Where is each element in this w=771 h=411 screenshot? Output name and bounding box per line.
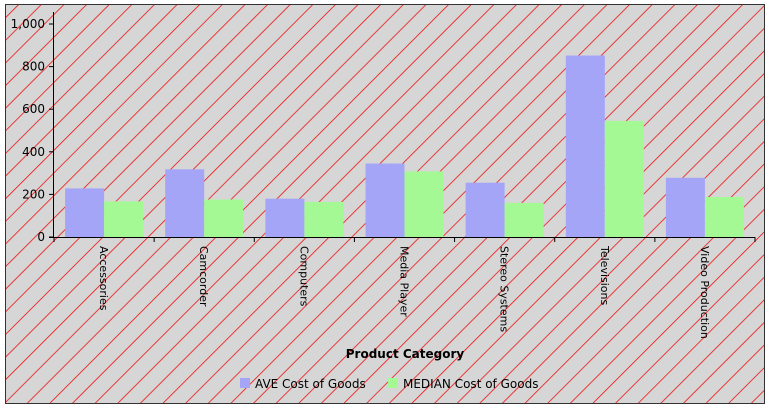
bar-ave-5 [565,55,605,237]
legend-label-0: AVE Cost of Goods [255,377,366,391]
bar-median-6 [704,197,744,237]
axes-layer [49,12,756,242]
bar-median-2 [304,201,344,237]
bar-ave-3 [365,163,405,237]
bar-ave-2 [265,198,305,237]
y-tick-label-5: 1,000 [11,17,45,31]
bar-median-0 [104,201,144,237]
bar-ave-4 [465,182,505,237]
x-axis-title: Product Category [346,347,465,361]
x-category-label-1: Camcorder [197,246,210,307]
bar-median-4 [504,202,544,237]
x-category-label-4: Stereo Systems [498,246,511,332]
x-category-label-0: Accessories [97,246,110,311]
y-tick-label-1: 200 [22,187,45,201]
bar-ave-6 [665,177,705,237]
x-category-label-2: Computers [297,246,310,307]
y-tick-label-2: 400 [22,145,45,159]
legend-swatch-0 [240,378,250,388]
bar-median-5 [604,120,644,237]
labels-layer: 0 200 400 600 800 1,000 Accessories Camcorder Co… [11,17,711,339]
x-category-label-3: Media Player [398,246,411,317]
y-tick-label-0: 0 [37,230,45,244]
bar-median-3 [404,171,444,237]
legend-swatch-1 [388,378,398,388]
x-category-label-6: Video Production [698,246,711,339]
bar-median-1 [204,199,244,237]
legend: AVE Cost of Goods MEDIAN Cost of Goods [240,377,538,391]
y-tick-label-4: 800 [22,60,45,74]
bar-ave-1 [165,169,205,237]
bar-ave-0 [65,188,105,237]
legend-label-1: MEDIAN Cost of Goods [403,377,538,391]
bars-layer [65,55,744,237]
x-category-label-5: Televisions [598,245,611,305]
y-tick-label-3: 600 [22,102,45,116]
